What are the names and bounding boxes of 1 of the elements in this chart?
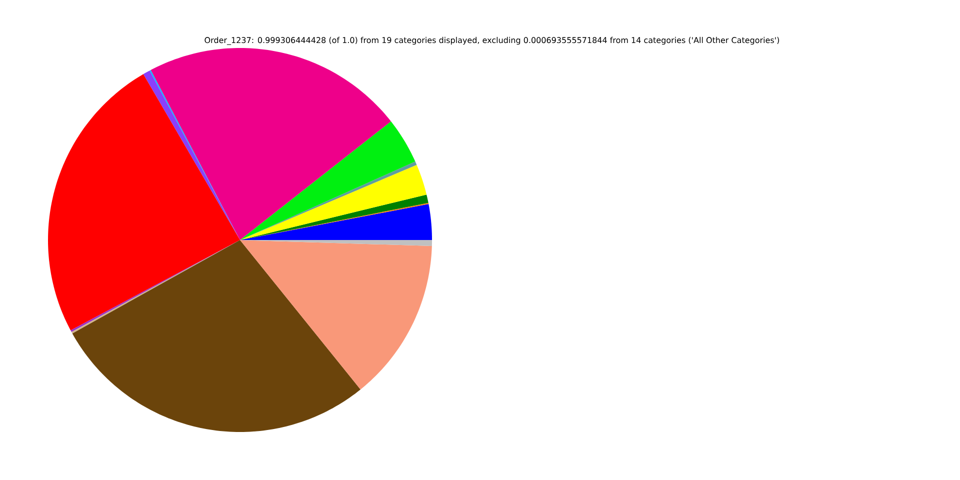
text: Order_1237: 0.999306444428 (of 1.0) from 19 categories displayed, excluding 0.000693555571844 from 14 categories ('All Other Categories') xyxy=(204,36,779,45)
